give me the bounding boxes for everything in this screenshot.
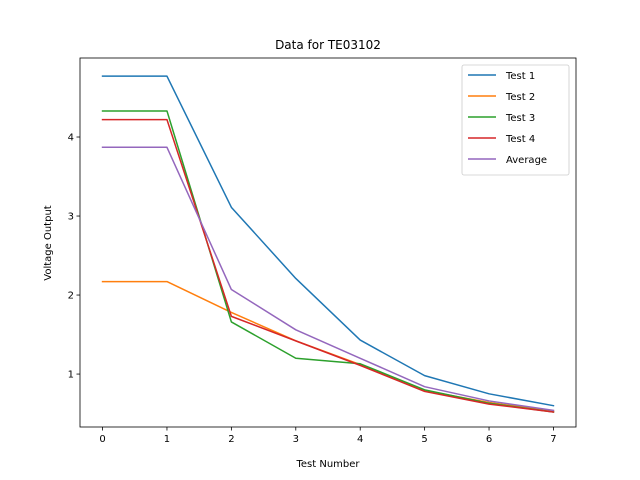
x-tick-label: 4 (357, 434, 363, 445)
axes-frame (79, 57, 577, 428)
x-tick-label: 7 (550, 434, 556, 445)
x-tick-label: 3 (293, 434, 299, 445)
legend-label: Test 3 (505, 113, 535, 124)
y-tick-label: 3 (68, 212, 74, 223)
legend: Test 1 Test 2 Test 3 Test 4 Average (461, 64, 570, 176)
series-line-test-1 (101, 75, 555, 407)
chart-title: Data for TE03102 (275, 38, 381, 52)
x-tick-label: 6 (486, 434, 492, 445)
legend-label: Average (506, 155, 547, 166)
x-tick-label: 1 (164, 434, 170, 445)
x-tick-label: 5 (421, 434, 427, 445)
series-line-test-4 (101, 118, 555, 413)
y-axis-label: Voltage Output (43, 205, 54, 281)
x-tick-label: 2 (228, 434, 234, 445)
y-tick-label: 2 (68, 291, 74, 302)
y-tick-label: 1 (68, 370, 74, 381)
series-line-average (101, 146, 555, 412)
x-axis-label: Test Number (295, 459, 360, 470)
legend-label: Test 1 (505, 71, 535, 82)
series-line-test-3 (101, 110, 555, 413)
legend-label: Test 2 (505, 92, 535, 103)
legend-label: Test 4 (505, 134, 535, 145)
x-tick-label: 0 (99, 434, 105, 445)
plot-area: 0 1 2 3 4 5 6 7 1 2 3 4 (68, 57, 577, 445)
y-tick-label: 4 (68, 133, 74, 144)
legend-box (461, 64, 570, 176)
